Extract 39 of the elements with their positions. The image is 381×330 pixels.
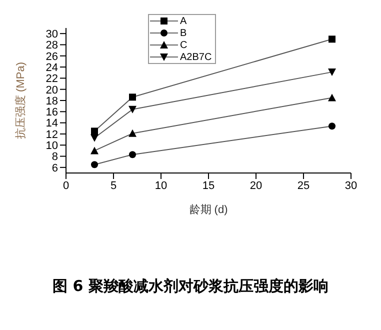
y-tick-label: 28 [46,40,58,52]
point [90,146,98,154]
y-tick-label: 6 [52,162,58,174]
point [90,134,98,142]
y-tick-label: 18 [46,95,58,108]
point [128,129,136,137]
y-tick-label: 20 [46,84,58,96]
y-tick-label: 24 [46,62,58,74]
point [328,94,336,102]
point [328,36,336,43]
point [328,68,336,76]
point [91,161,98,168]
point [128,106,136,114]
legend-label: A [180,16,187,26]
x-axis-title: 龄期 (d) [189,204,228,216]
y-tick-label: 30 [46,28,58,40]
y-axis-title: 抗压强度 (MPa) [14,62,27,139]
legend-label: A2B7C [180,52,212,62]
point [328,122,336,130]
legend-label: C [180,40,188,50]
y-tick-label: 26 [46,50,58,63]
point [129,94,136,101]
y-tick-label: 10 [46,140,58,152]
x-tick-label: 25 [297,180,310,192]
x-tick-label: 15 [202,180,215,192]
text: 图 6 聚羧酸减水剂对砂浆抗压强度的影响 [52,277,330,296]
x-tick-label: 30 [344,180,358,192]
x-tick-label: 0 [62,180,70,192]
x-tick-label: 5 [110,180,117,192]
point [129,151,136,158]
legend-label: B [180,28,187,38]
y-tick-label: 22 [46,73,58,86]
x-tick-label: 10 [154,180,168,192]
point [91,128,98,135]
y-tick-label: 8 [52,151,58,164]
y-tick-label: 14 [46,118,58,130]
y-tick-label: 16 [46,106,58,119]
y-tick-label: 12 [46,128,58,141]
x-tick-label: 20 [250,180,262,192]
